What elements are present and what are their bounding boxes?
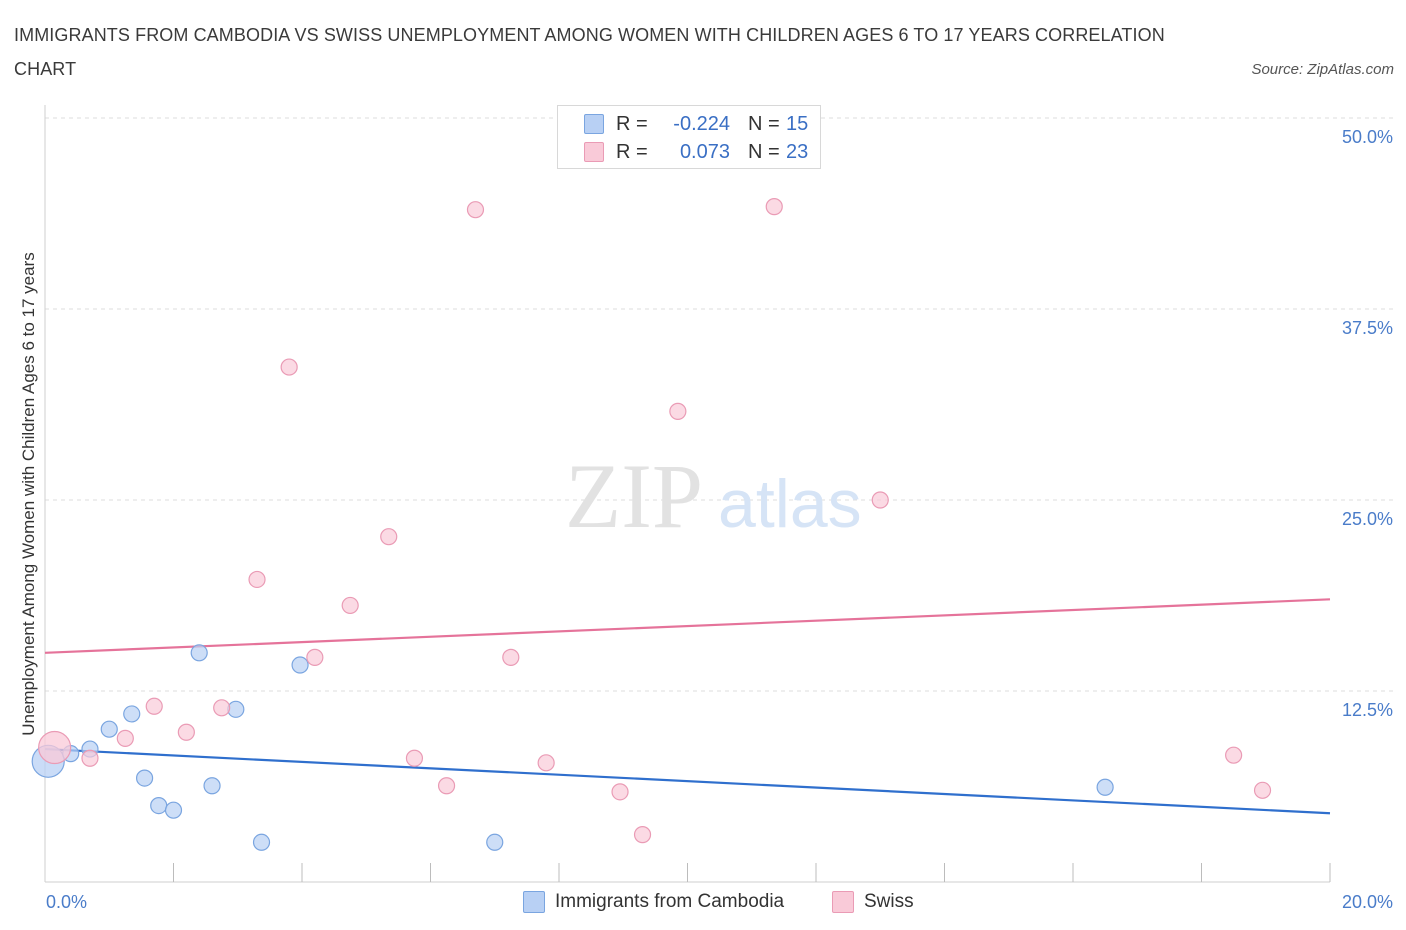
legend-n-label: N = (748, 112, 780, 135)
data-point-swiss (145, 697, 163, 715)
data-point-swiss (380, 528, 398, 546)
data-point-cambodia (135, 769, 154, 787)
y-axis-label: Unemployment Among Women with Children A… (19, 252, 38, 736)
data-point-cambodia (227, 700, 245, 718)
legend-item-cambodia: Immigrants from Cambodia (523, 888, 784, 916)
data-point-swiss (280, 358, 298, 376)
legend-r-value: 0.073 (679, 140, 730, 163)
legend-n-value: 15 (786, 112, 809, 135)
legend-r-label: R = (616, 140, 648, 163)
legend-row-cambodia: R = -0.224 N = 15 (584, 110, 808, 138)
data-point-cambodia (486, 833, 504, 851)
data-point-swiss (405, 749, 424, 767)
data-point-cambodia (150, 796, 168, 815)
y-tick-label: 50.0% (1342, 127, 1393, 147)
y-tick-label: 37.5% (1342, 318, 1393, 338)
legend-r-label: R = (616, 112, 648, 135)
legend-r-value: -0.224 (673, 112, 730, 135)
data-point-swiss (1225, 746, 1243, 764)
chart-title: IMMIGRANTS FROM CAMBODIA VS SWISS UNEMPL… (14, 25, 1165, 79)
data-point-swiss (1253, 781, 1272, 799)
data-point-swiss (611, 783, 629, 801)
data-point-swiss (306, 648, 324, 666)
legend-row-swiss: R = 0.073 N = 23 (584, 138, 808, 166)
legend-swatch-swiss (832, 891, 854, 913)
data-point-swiss (38, 730, 72, 765)
data-point-swiss (466, 201, 485, 219)
legend-label-swiss: Swiss (864, 891, 914, 912)
trend-lines (44, 598, 1331, 815)
data-point-swiss (177, 723, 195, 741)
y-tick-label: 12.5% (1342, 700, 1393, 720)
trend-line-swiss (44, 598, 1331, 654)
data-point-cambodia (100, 720, 118, 738)
data-point-cambodia (190, 644, 208, 662)
trend-line-cambodia (44, 747, 1331, 815)
legend-swatch-swiss (584, 142, 604, 162)
data-point-swiss (669, 402, 687, 420)
legend-swatch-cambodia (584, 114, 604, 134)
watermark-zip: ZIP (565, 445, 703, 547)
watermark: ZIP atlas (565, 445, 862, 547)
data-points (31, 198, 1272, 851)
data-point-cambodia (164, 801, 183, 819)
legend-item-swiss: Swiss (832, 888, 914, 916)
data-point-swiss (248, 570, 266, 589)
data-point-swiss (502, 648, 520, 666)
legend-swatch-cambodia (523, 891, 545, 913)
data-point-swiss (633, 826, 652, 844)
legend-n-value: 23 (786, 140, 809, 163)
legend-label-cambodia: Immigrants from Cambodia (555, 891, 785, 912)
data-point-swiss (341, 596, 359, 615)
data-point-cambodia (291, 656, 309, 674)
y-tick-label: 25.0% (1342, 509, 1393, 529)
data-point-swiss (81, 749, 99, 767)
data-point-swiss (437, 777, 456, 795)
data-point-cambodia (203, 777, 221, 795)
data-point-cambodia (1096, 778, 1114, 796)
correlation-legend: R = -0.224 N = 15 R = 0.073 N = 23 (557, 105, 821, 169)
data-point-cambodia (252, 833, 271, 851)
data-point-swiss (213, 699, 231, 717)
data-point-swiss (871, 491, 889, 509)
source-note: Source: ZipAtlas.com (1251, 61, 1394, 78)
tick-labels: 12.5% 25.0% 37.5% 50.0% 0.0% 20.0% (46, 127, 1393, 912)
x-tick-label: 0.0% (46, 892, 87, 912)
data-point-swiss (116, 729, 134, 747)
legend-n-label: N = (748, 140, 780, 163)
x-tick-label: 20.0% (1342, 892, 1393, 912)
data-point-swiss (537, 754, 555, 772)
data-point-swiss (765, 198, 783, 216)
watermark-atlas: atlas (718, 466, 862, 542)
data-point-cambodia (123, 705, 141, 723)
